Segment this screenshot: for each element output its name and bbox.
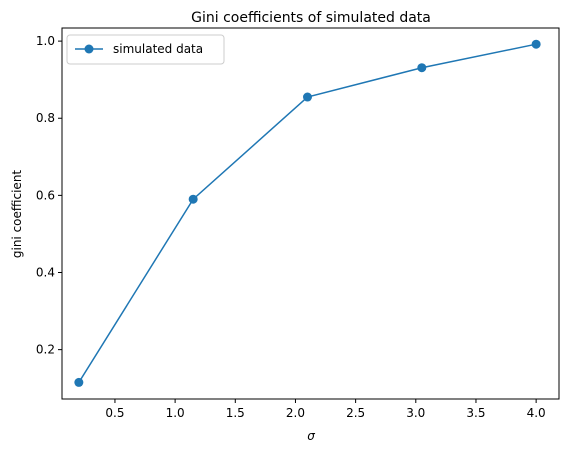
x-tick-label: 3.0 <box>406 406 425 420</box>
legend-marker <box>84 44 94 54</box>
x-tick-label: 2.5 <box>346 406 365 420</box>
plot-area <box>62 28 559 399</box>
y-axis-label: gini coefficient <box>10 170 24 259</box>
y-tick-label: 0.8 <box>36 111 55 125</box>
y-tick-label: 0.2 <box>36 343 55 357</box>
x-tick-label: 0.5 <box>105 406 124 420</box>
plot-frame <box>61 27 560 400</box>
data-point <box>302 92 312 102</box>
legend: simulated data <box>66 34 225 65</box>
legend-label: simulated data <box>113 42 203 56</box>
y-tick-label: 0.6 <box>36 188 55 202</box>
x-axis-label: σ <box>307 429 315 443</box>
y-tick-label: 0.4 <box>36 266 55 280</box>
x-tick-label: 4.0 <box>527 406 546 420</box>
data-point <box>188 194 198 204</box>
legend-box <box>66 34 225 65</box>
series-layer <box>74 39 541 387</box>
x-tick-label: 3.5 <box>466 406 485 420</box>
x-axis-ticks: 0.5 1.0 1.5 2.0 2.5 3.0 3.5 4.0 <box>105 399 546 420</box>
x-tick-label: 2.0 <box>286 406 305 420</box>
chart-title: Gini coefficients of simulated data <box>191 10 431 26</box>
x-tick-label: 1.0 <box>166 406 185 420</box>
data-point <box>74 377 84 387</box>
data-point <box>531 39 541 49</box>
data-point <box>417 63 427 73</box>
y-tick-label: 1.0 <box>36 34 55 48</box>
y-axis-ticks: 0.2 0.4 0.6 0.8 1.0 <box>36 34 62 357</box>
x-tick-label: 1.5 <box>226 406 245 420</box>
